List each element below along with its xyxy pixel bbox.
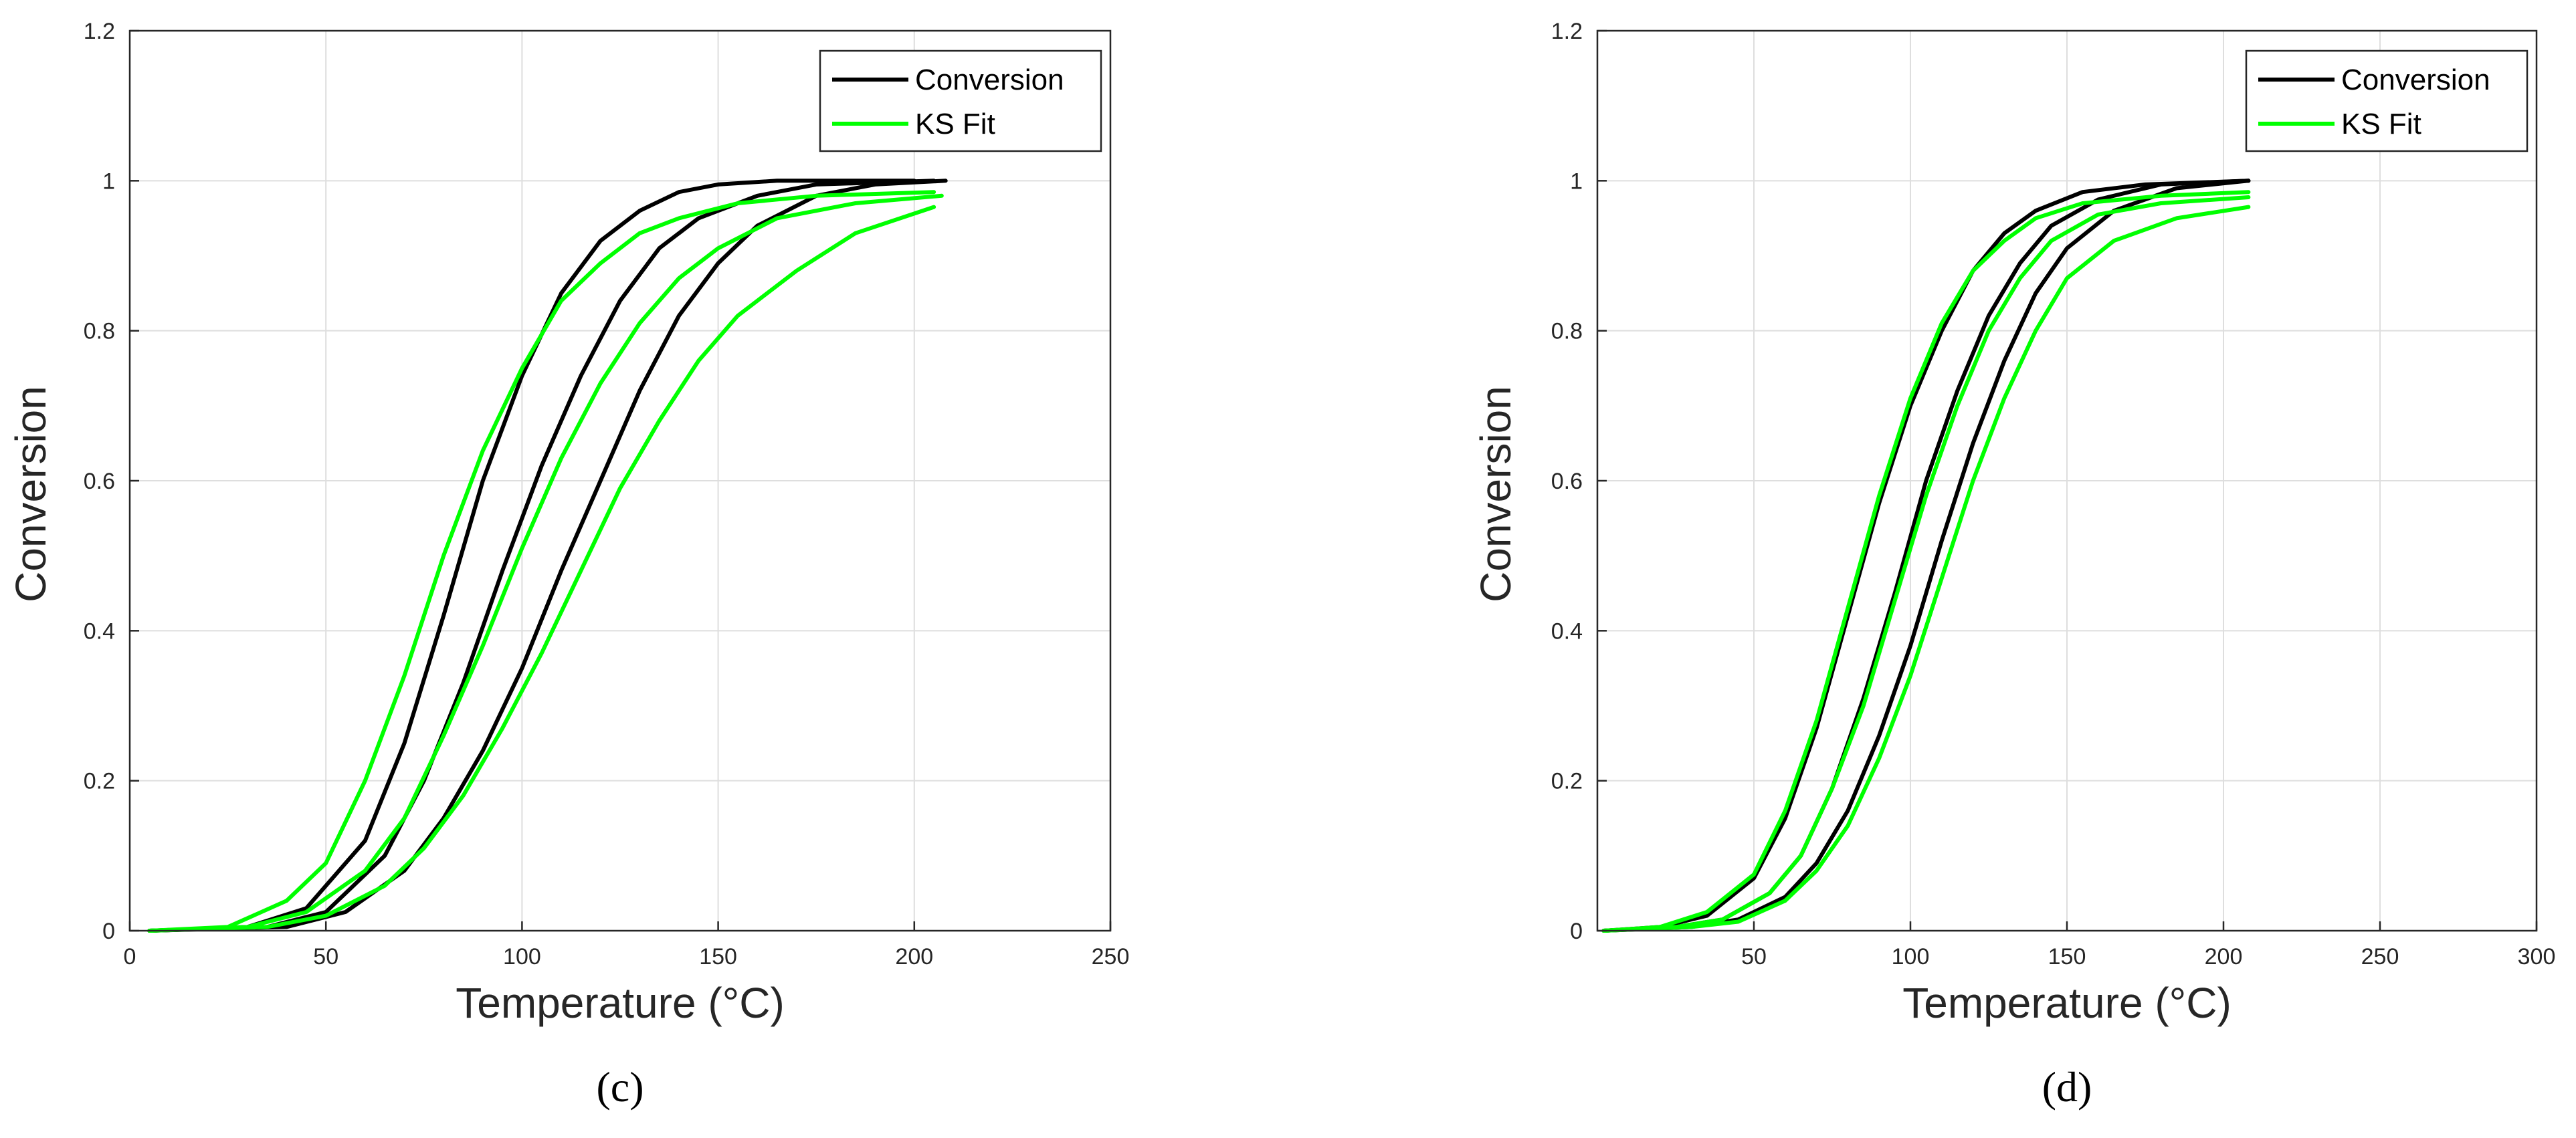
x-axis-label: Temperature (°C) xyxy=(1902,979,2232,1027)
x-tick-label: 200 xyxy=(895,944,933,970)
x-tick-label: 100 xyxy=(503,944,541,970)
y-tick-label: 1.2 xyxy=(84,19,115,44)
y-axis-label: Conversion xyxy=(7,386,55,602)
x-tick-label: 150 xyxy=(2048,944,2086,970)
conversion-line-2 xyxy=(1601,179,2251,933)
x-tick-label: 100 xyxy=(1892,944,1930,970)
legend-box xyxy=(819,49,1102,152)
conversion-line-0 xyxy=(1601,179,2251,933)
panel-label: (c) xyxy=(596,1063,643,1111)
legend-conversion-label: Conversion xyxy=(2341,64,2490,96)
y-tick-label: 0.4 xyxy=(1551,618,1583,644)
y-tick-label: 0 xyxy=(1570,919,1583,944)
y-tick-label: 1.2 xyxy=(1551,19,1583,44)
ks-fit-line-3 xyxy=(1601,190,2251,933)
x-axis-label: Temperature (°C) xyxy=(456,979,785,1027)
y-tick-label: 0 xyxy=(102,919,115,944)
ks-fit-line-5 xyxy=(1601,205,2251,933)
legend: Conversion KS Fit xyxy=(819,49,1102,152)
x-tick-label: 250 xyxy=(1092,944,1130,970)
x-tick-label: 200 xyxy=(2205,944,2243,970)
legend: Conversion KS Fit xyxy=(2245,49,2529,152)
legend-ks-fit-label: KS Fit xyxy=(2341,108,2421,140)
ks-fit-line-4 xyxy=(147,193,944,933)
y-tick-label: 0.6 xyxy=(84,469,115,494)
panel-label: (d) xyxy=(2042,1063,2092,1111)
x-tick-label: 150 xyxy=(699,944,737,970)
x-tick-label: 50 xyxy=(313,944,338,970)
x-tick-label: 50 xyxy=(1741,944,1767,970)
chart-d: 50 100 150 200 250 300 0 0.2 0.4 0.6 0.8 1 1.2 Temper… xyxy=(1472,19,2555,1111)
legend-ks-fit-label: KS Fit xyxy=(915,108,995,140)
y-tick-label: 1 xyxy=(1570,168,1583,194)
x-tick-label: 0 xyxy=(124,944,136,970)
y-tick-label: 0.8 xyxy=(1551,319,1583,344)
y-tick-label: 0.8 xyxy=(84,319,115,344)
y-tick-label: 0.2 xyxy=(84,769,115,794)
conversion-line-0 xyxy=(147,179,916,933)
ks-fit-line-4 xyxy=(1601,195,2251,933)
y-tick-label: 1 xyxy=(102,168,115,194)
legend-conversion-label: Conversion xyxy=(915,64,1064,96)
y-tick-label: 0.6 xyxy=(1551,469,1583,494)
y-tick-label: 0.2 xyxy=(1551,769,1583,794)
y-axis-label: Conversion xyxy=(1472,386,1520,602)
y-tick-label: 0.4 xyxy=(84,618,115,644)
x-tick-label: 300 xyxy=(2518,944,2556,970)
x-tick-label: 250 xyxy=(2361,944,2399,970)
ks-fit-line-5 xyxy=(147,205,936,933)
legend-box xyxy=(2245,49,2529,152)
ks-fit-line-3 xyxy=(147,190,936,933)
chart-c: 0 50 100 150 200 250 0 0.2 0.4 0.6 0.8 1 1.2 Temperat… xyxy=(7,19,1129,1111)
